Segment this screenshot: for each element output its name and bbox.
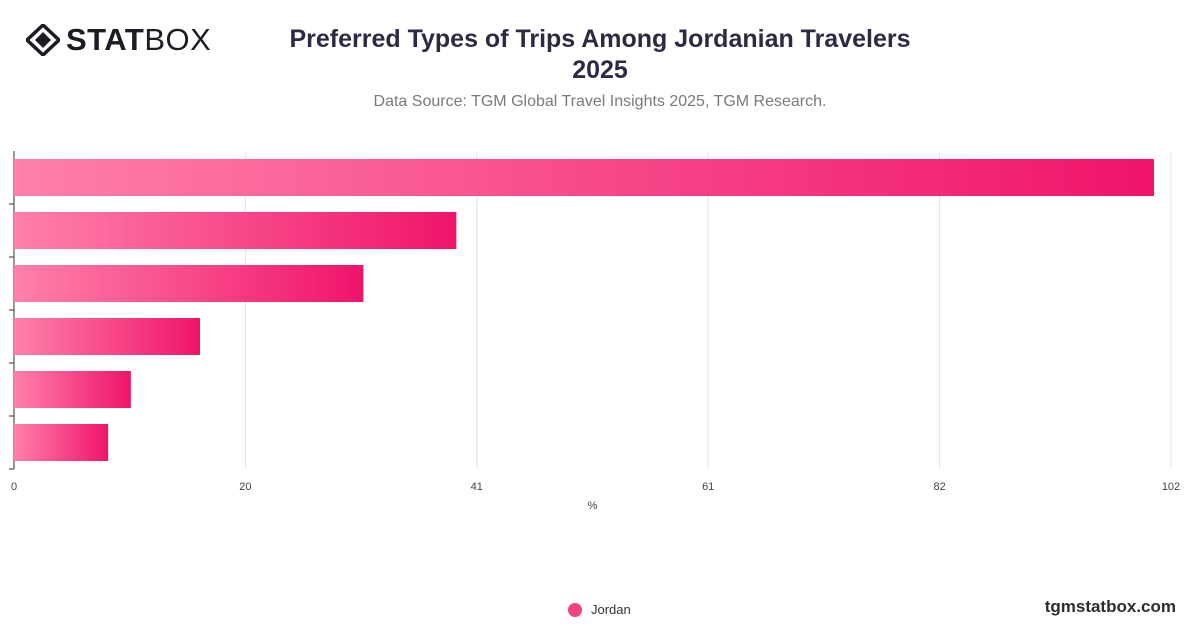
chart-title-line1: Preferred Types of Trips Among Jordanian… xyxy=(289,25,911,53)
statbox-logo: STATBOX xyxy=(26,24,211,56)
legend-swatch xyxy=(568,602,582,617)
bar xyxy=(14,212,457,249)
logo-text: STATBOX xyxy=(66,24,211,56)
chart-title-line2: 2025 xyxy=(572,56,628,84)
x-tick-label: 41 xyxy=(471,481,483,493)
legend[interactable]: Jordan xyxy=(568,602,631,617)
x-tick-label: 102 xyxy=(1162,481,1180,493)
legend-label: Jordan xyxy=(591,602,631,617)
site-url[interactable]: tgmstatbox.com xyxy=(1044,597,1176,616)
logo-text-bold: STAT xyxy=(66,22,145,57)
x-tick-label: 20 xyxy=(239,481,251,493)
statbox-logo-icon xyxy=(26,24,60,56)
bar xyxy=(14,424,109,461)
bar xyxy=(14,371,131,408)
x-axis-label: % xyxy=(588,500,598,512)
bar xyxy=(14,265,364,302)
logo-text-light: BOX xyxy=(144,22,212,57)
bar xyxy=(14,159,1154,196)
chart-title: Preferred Types of Trips Among Jordanian… xyxy=(0,24,1200,86)
x-tick-label: 82 xyxy=(933,481,945,493)
x-tick-label: 61 xyxy=(702,481,714,493)
chart-subtitle: Data Source: TGM Global Travel Insights … xyxy=(373,93,827,110)
bar xyxy=(14,318,201,355)
bar-chart: 0 20 41 61 82 102% xyxy=(9,151,1180,512)
x-tick-label: 0 xyxy=(11,481,17,493)
